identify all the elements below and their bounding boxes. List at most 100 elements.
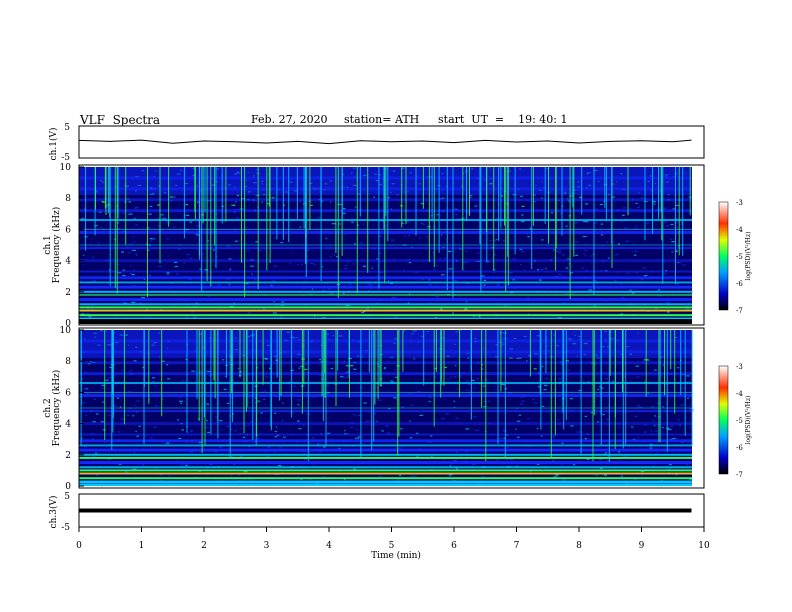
spectrogram-speckle bbox=[506, 447, 509, 449]
spectrogram-speckle bbox=[435, 316, 437, 318]
spectrogram-speckle bbox=[133, 217, 136, 220]
spectrogram-sferic bbox=[397, 330, 399, 456]
spectrogram-speckle bbox=[676, 204, 680, 207]
spectrogram-speckle bbox=[336, 256, 338, 258]
spectrogram-speckle bbox=[198, 371, 203, 373]
spectrogram-speckle bbox=[640, 470, 645, 473]
spectrogram-speckle bbox=[223, 388, 227, 390]
spectrogram-speckle bbox=[503, 437, 506, 439]
spectrogram-speckle bbox=[229, 268, 231, 270]
spectrogram-speckle bbox=[378, 252, 382, 254]
spectrogram-sferic bbox=[161, 330, 163, 417]
spectrogram-speckle bbox=[412, 436, 414, 438]
spectrogram-speckle bbox=[233, 302, 235, 304]
spectrogram-speckle bbox=[453, 400, 456, 402]
spectrogram-sferic bbox=[405, 167, 407, 225]
spectrogram-speckle bbox=[650, 405, 655, 408]
spectrogram-speckle bbox=[183, 262, 186, 264]
spectrogram-band bbox=[79, 231, 692, 235]
spectrogram-speckle bbox=[343, 292, 345, 294]
spectrogram-speckle bbox=[614, 280, 617, 282]
spectrogram-speckle bbox=[521, 205, 525, 207]
spectrogram-speckle bbox=[571, 265, 573, 267]
spectrogram-speckle bbox=[221, 429, 223, 431]
spectrogram-speckle bbox=[219, 479, 221, 481]
spectrogram-speckle bbox=[116, 397, 121, 399]
spectrogram-speckle bbox=[641, 475, 643, 477]
spectrogram-speckle bbox=[193, 316, 197, 318]
spectrogram-speckle bbox=[519, 248, 523, 250]
spectrogram-speckle bbox=[343, 376, 348, 378]
spectrogram-speckle bbox=[345, 305, 347, 307]
spectrogram-speckle bbox=[299, 226, 302, 228]
spectrogram-sferic bbox=[229, 330, 231, 458]
spectrogram-speckle bbox=[206, 370, 211, 373]
spectrogram-band bbox=[79, 448, 692, 452]
spectrogram-speckle bbox=[588, 289, 592, 291]
spectrogram-speckle bbox=[475, 429, 479, 432]
spectrogram-speckle bbox=[537, 269, 539, 271]
spectrogram-speckle bbox=[299, 200, 301, 203]
spectrogram-speckle bbox=[432, 269, 435, 271]
spectrogram-speckle bbox=[400, 428, 403, 430]
spectrogram-speckle bbox=[584, 249, 588, 252]
spectrogram-speckle bbox=[95, 413, 99, 415]
time-tick-label: 5 bbox=[389, 541, 395, 551]
spectrogram-speckle bbox=[318, 446, 320, 448]
start-time-label: start UT = 19: 40: 1 bbox=[438, 113, 568, 126]
spectrogram-speckle bbox=[543, 389, 547, 391]
spectrogram-sferic bbox=[303, 167, 305, 229]
spectrogram-speckle bbox=[448, 268, 453, 270]
spectrogram-speckle bbox=[654, 415, 656, 417]
spectrogram-speckle bbox=[309, 478, 312, 481]
spectrogram-speckle bbox=[662, 273, 667, 275]
spectrogram-speckle bbox=[145, 435, 147, 437]
spectrogram-speckle bbox=[293, 385, 296, 387]
spectrogram-speckle bbox=[641, 197, 643, 199]
spectrogram-sferic bbox=[435, 330, 437, 372]
ch1-spectrogram-ylabel: ch.1 bbox=[43, 235, 53, 254]
spectrogram-sferic bbox=[609, 330, 611, 376]
ch2-spectrogram-image bbox=[79, 330, 694, 487]
spectrogram-speckle bbox=[449, 380, 451, 382]
spectrogram-speckle bbox=[92, 456, 96, 458]
spectrogram-sferic bbox=[500, 330, 502, 392]
spectrogram-speckle bbox=[453, 280, 458, 282]
spectrogram-speckle bbox=[108, 377, 112, 379]
spectrogram-speckle bbox=[246, 250, 250, 252]
time-tick-label: 3 bbox=[264, 541, 270, 551]
spectrogram-speckle bbox=[263, 308, 267, 310]
spectrogram-speckle bbox=[407, 234, 411, 237]
spectrogram-speckle bbox=[466, 389, 469, 391]
spectrogram-band bbox=[79, 394, 692, 398]
spectrogram-sferic bbox=[194, 167, 196, 220]
spectrogram-speckle bbox=[614, 254, 619, 256]
spectrogram-speckle bbox=[634, 415, 638, 417]
spectrogram-speckle bbox=[167, 255, 169, 257]
spectrogram-sferic bbox=[493, 167, 495, 271]
spectrogram-speckle bbox=[521, 214, 524, 216]
spectrogram-speckle bbox=[594, 305, 596, 307]
spectrogram-sferic bbox=[116, 167, 118, 294]
spectrogram-sferic bbox=[262, 330, 264, 385]
spectrogram-speckle bbox=[465, 451, 468, 453]
spectrogram-band bbox=[79, 372, 692, 376]
spectrogram-speckle bbox=[170, 196, 173, 198]
spectrogram-speckle bbox=[337, 203, 342, 205]
spectrogram-speckle bbox=[582, 235, 587, 238]
spectrogram-speckle bbox=[163, 218, 167, 220]
spectrogram-speckle bbox=[351, 221, 354, 223]
spectrogram-sferic bbox=[301, 330, 303, 414]
spectrogram-sferic bbox=[360, 330, 362, 458]
ch2-spectrogram-ylabel: ch.2 bbox=[43, 398, 53, 417]
spectrogram-speckle bbox=[540, 197, 543, 199]
spectrogram-speckle bbox=[186, 432, 189, 434]
spectrogram-speckle bbox=[283, 436, 286, 438]
ch2-colorbar-label: log(PSD)(V²/Hz) bbox=[745, 396, 752, 445]
spectrogram-speckle bbox=[304, 368, 308, 370]
spectrogram-speckle bbox=[409, 437, 413, 439]
spectrogram-sferic bbox=[674, 330, 676, 414]
spectrogram-speckle bbox=[574, 222, 579, 224]
spectrogram-speckle bbox=[238, 474, 240, 476]
spectrogram-speckle bbox=[373, 196, 375, 198]
